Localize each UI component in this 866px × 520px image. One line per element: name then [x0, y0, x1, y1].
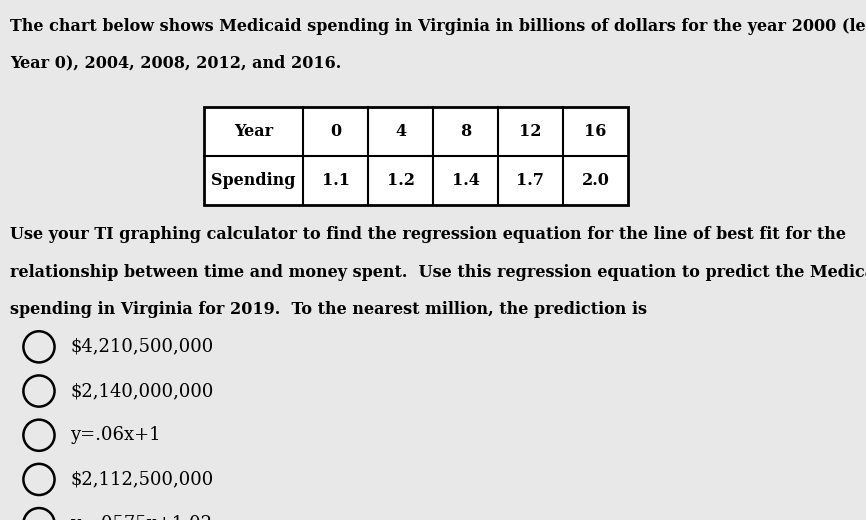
- Text: 8: 8: [460, 123, 471, 140]
- Text: $2,112,500,000: $2,112,500,000: [70, 471, 213, 488]
- Text: 4: 4: [395, 123, 406, 140]
- Text: 16: 16: [585, 123, 606, 140]
- Text: 1.7: 1.7: [516, 172, 545, 189]
- Bar: [204, 107, 628, 205]
- Text: 2.0: 2.0: [581, 172, 610, 189]
- Text: 0: 0: [330, 123, 341, 140]
- Text: y=.0575x+1.02: y=.0575x+1.02: [70, 515, 212, 520]
- Text: Year 0), 2004, 2008, 2012, and 2016.: Year 0), 2004, 2008, 2012, and 2016.: [10, 55, 342, 72]
- Text: 1.2: 1.2: [386, 172, 415, 189]
- Text: Year: Year: [234, 123, 273, 140]
- Text: The chart below shows Medicaid spending in Virginia in billions of dollars for t: The chart below shows Medicaid spending …: [10, 18, 866, 35]
- Text: Spending: Spending: [211, 172, 295, 189]
- Text: $4,210,500,000: $4,210,500,000: [70, 338, 213, 356]
- Text: Use your TI graphing calculator to find the regression equation for the line of : Use your TI graphing calculator to find …: [10, 226, 846, 243]
- Text: 1.1: 1.1: [321, 172, 350, 189]
- Text: y=.06x+1: y=.06x+1: [70, 426, 161, 444]
- Text: spending in Virginia for 2019.  To the nearest million, the prediction is: spending in Virginia for 2019. To the ne…: [10, 301, 648, 318]
- Text: 12: 12: [520, 123, 541, 140]
- Text: $2,140,000,000: $2,140,000,000: [70, 382, 214, 400]
- Text: 1.4: 1.4: [451, 172, 480, 189]
- Text: relationship between time and money spent.  Use this regression equation to pred: relationship between time and money spen…: [10, 264, 866, 281]
